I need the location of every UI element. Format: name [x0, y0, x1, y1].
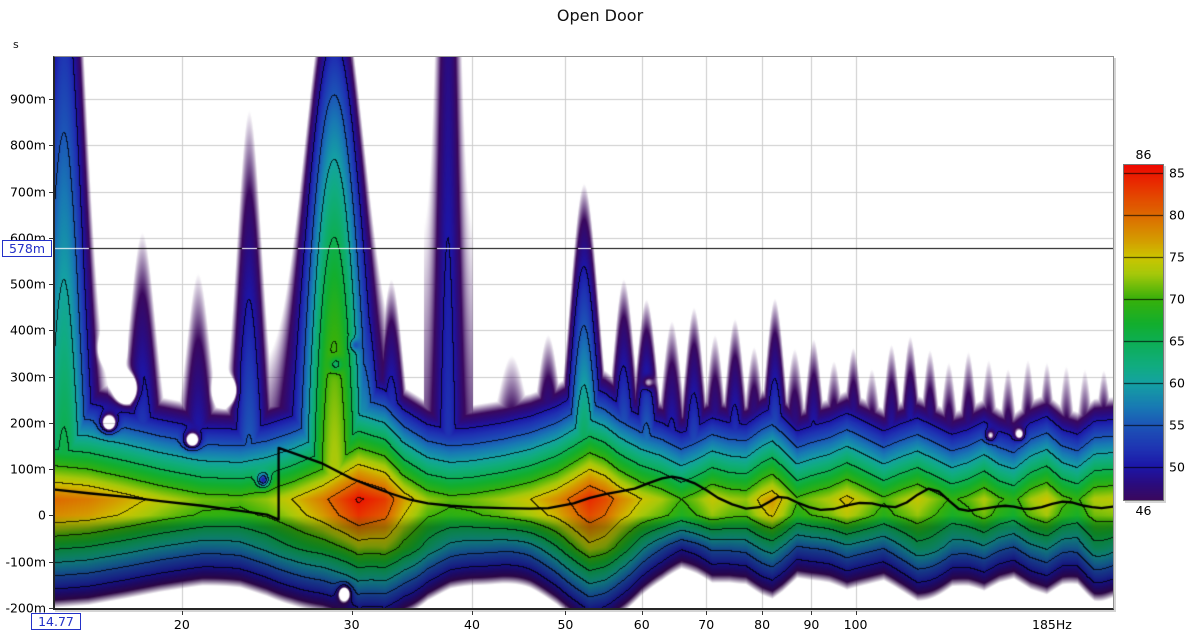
colorbar-tick-label: 70	[1169, 291, 1185, 307]
x-tick-mark	[762, 611, 763, 615]
y-tick-label: 700m	[9, 184, 46, 200]
y-tick-mark	[49, 423, 53, 424]
x-tick-mark	[472, 611, 473, 615]
y-tick-mark	[49, 99, 53, 100]
colorbar-tick-label: 75	[1169, 249, 1185, 265]
x-tick-mark	[565, 611, 566, 615]
y-tick-mark	[49, 330, 53, 331]
x-tick-label: 80	[754, 617, 771, 632]
y-tick-mark	[49, 469, 53, 470]
x-tick-label: 70	[698, 617, 715, 632]
plot-frame	[53, 56, 1114, 610]
y-tick-label: 0	[38, 507, 46, 523]
colorbar-tick-label: 80	[1169, 207, 1185, 223]
frequency-cursor-readout[interactable]: 14.77	[31, 613, 81, 630]
colorbar-max-label: 86	[1135, 147, 1152, 162]
x-tick-label: 90	[803, 617, 820, 632]
y-tick-mark	[49, 562, 53, 563]
colorbar-tick-label: 65	[1169, 333, 1185, 349]
colorbar-tick-label: 55	[1169, 417, 1185, 433]
colorbar-frame	[1123, 164, 1164, 501]
y-tick-label: 400m	[9, 322, 46, 338]
x-tick-mark	[352, 611, 353, 615]
y-tick-label: -100m	[5, 554, 46, 570]
chart-title: Open Door	[556, 6, 644, 25]
y-tick-mark	[49, 284, 53, 285]
x-tick-mark	[856, 611, 857, 615]
x-tick-mark	[811, 611, 812, 615]
y-tick-mark	[49, 145, 53, 146]
colorbar-min-label: 46	[1135, 503, 1152, 518]
y-tick-mark	[49, 377, 53, 378]
x-tick-label: 60	[633, 617, 650, 632]
time-cursor-readout[interactable]: 578m	[2, 240, 52, 258]
x-tick-label: 40	[464, 617, 480, 632]
x-axis-max-label: 185Hz	[1032, 617, 1072, 632]
spectrogram-canvas[interactable]	[55, 57, 1113, 608]
colorbar-gradient	[1124, 165, 1163, 500]
y-tick-label: 200m	[9, 415, 46, 431]
y-tick-label: 100m	[9, 461, 46, 477]
y-tick-label: -200m	[5, 600, 46, 616]
y-tick-label: 900m	[9, 91, 46, 107]
x-tick-mark	[182, 611, 183, 615]
x-tick-label: 20	[173, 617, 190, 632]
y-tick-mark	[49, 192, 53, 193]
x-tick-label: 100	[843, 617, 868, 632]
x-tick-mark	[642, 611, 643, 615]
y-tick-mark	[49, 238, 53, 239]
x-tick-mark	[706, 611, 707, 615]
y-tick-label: 800m	[9, 137, 46, 153]
x-tick-label: 30	[343, 617, 360, 632]
y-axis-unit-label: s	[13, 38, 19, 51]
colorbar-tick-label: 50	[1169, 459, 1185, 474]
y-tick-label: 300m	[9, 369, 46, 385]
y-tick-mark	[49, 608, 53, 609]
y-tick-label: 500m	[9, 276, 46, 292]
colorbar-tick-label: 85	[1169, 165, 1185, 181]
y-tick-mark	[49, 515, 53, 516]
x-tick-label: 50	[557, 617, 574, 632]
colorbar-tick-label: 60	[1169, 375, 1185, 391]
